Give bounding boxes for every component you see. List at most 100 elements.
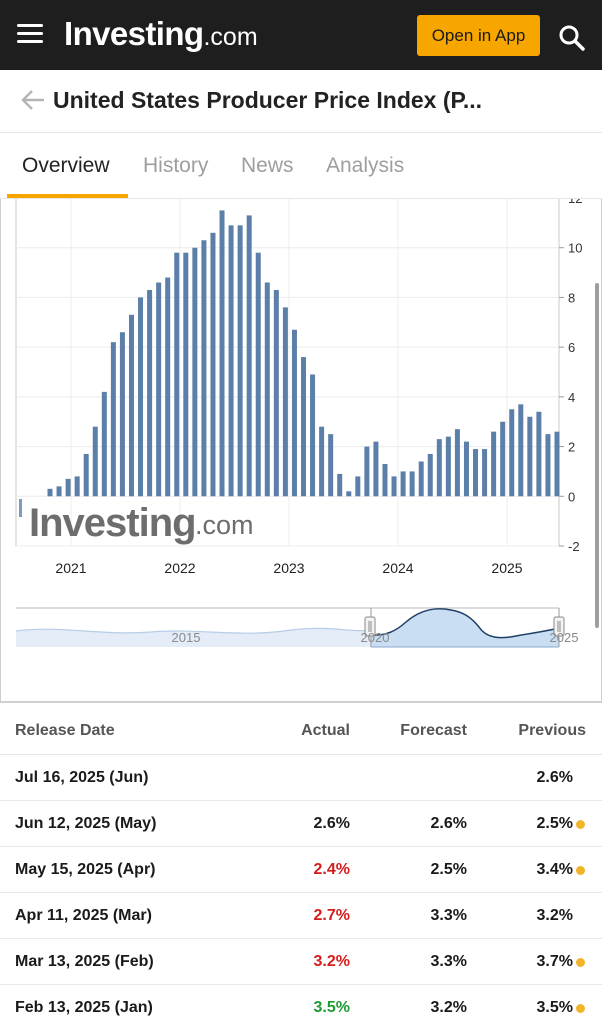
header-release-date[interactable]: Release Date (15, 722, 115, 739)
chart-bar[interactable] (527, 416, 533, 497)
chart-bar[interactable] (391, 476, 397, 497)
release-date-cell: Feb 13, 2025 (Jan) (15, 999, 153, 1016)
chart-bar[interactable] (110, 342, 116, 497)
chart-bar[interactable] (409, 471, 415, 497)
header-actual[interactable]: Actual (301, 722, 350, 739)
tab-history[interactable]: History (143, 154, 209, 177)
navigator-selected-line (370, 608, 560, 639)
chart-bar[interactable] (92, 426, 98, 497)
chart-bar[interactable] (201, 240, 207, 497)
chart-bar[interactable] (545, 434, 551, 497)
chart-bar[interactable] (445, 436, 451, 497)
chart-bar[interactable] (319, 426, 325, 497)
chart-bar[interactable] (337, 473, 343, 497)
chart-bar[interactable] (165, 277, 171, 497)
chart-bar[interactable] (518, 404, 524, 497)
chart-bar[interactable] (382, 463, 388, 497)
chart-bar[interactable] (491, 431, 497, 497)
navigator-handle-icon[interactable] (553, 616, 565, 637)
table-row[interactable]: May 15, 2025 (Apr) 2.4% 2.5% 3.4% (0, 847, 602, 893)
chart-bar[interactable] (65, 478, 71, 497)
chart-bar[interactable] (138, 297, 144, 497)
table-row[interactable]: Mar 13, 2025 (Feb) 3.2% 3.3% 3.7% (0, 939, 602, 985)
chart-bar[interactable] (355, 476, 361, 497)
chart-bar[interactable] (264, 282, 270, 497)
chart-bar[interactable] (373, 441, 379, 497)
chart-bar[interactable] (228, 225, 234, 497)
x-tick-label: 2025 (491, 560, 522, 576)
chart-bar[interactable] (147, 289, 153, 497)
chart-bar[interactable] (291, 329, 297, 497)
chart-bar[interactable] (418, 461, 424, 497)
navigator-year-label: 2015 (172, 630, 201, 645)
chart-bar[interactable] (128, 314, 134, 497)
chart-bar[interactable] (282, 307, 288, 497)
chart-bar[interactable] (119, 332, 125, 497)
menu-icon[interactable] (17, 24, 43, 44)
table-row[interactable]: Jul 16, 2025 (Jun) 2.6% (0, 755, 602, 801)
table-body: Jul 16, 2025 (Jun) 2.6% Jun 12, 2025 (May)… (0, 755, 602, 1024)
tab-analysis[interactable]: Analysis (326, 154, 405, 177)
chart-bar[interactable] (463, 441, 469, 497)
chart-bar[interactable] (554, 431, 560, 497)
open-in-app-button[interactable]: Open in App (417, 15, 540, 56)
y-tick-label: 2 (568, 440, 575, 455)
chart-bar[interactable] (500, 421, 506, 497)
chart-bar[interactable] (509, 409, 515, 497)
table-row[interactable]: Jun 12, 2025 (May) 2.6% 2.6% 2.5% (0, 801, 602, 847)
actual-cell: 2.4% (313, 861, 350, 878)
chart-bar[interactable] (364, 446, 370, 497)
forecast-cell: 3.3% (430, 953, 467, 970)
tab-news[interactable]: News (241, 154, 294, 177)
navigator-year-label: 2020 (361, 630, 390, 645)
navigator-handle-icon[interactable] (364, 616, 376, 637)
chart-bar[interactable] (436, 439, 442, 497)
chart-bar[interactable] (454, 429, 460, 497)
chart-bar[interactable] (310, 374, 316, 497)
chart-bar[interactable] (237, 225, 243, 497)
logo-text: Investing (64, 15, 204, 52)
chart-panel: 12 10 8 6 4 2 0 -2 2021 2022 2023 2024 2025 Investing… (0, 199, 602, 703)
navigator-history-area (16, 628, 371, 647)
chart-bar[interactable] (174, 252, 180, 497)
chart-bar[interactable] (74, 476, 80, 497)
chart-bar[interactable] (536, 411, 542, 497)
navigator-history-line (15, 627, 372, 634)
actual-cell: 3.2% (313, 953, 350, 970)
chart-bar[interactable] (47, 488, 53, 497)
chart-bar[interactable] (328, 434, 334, 497)
chart-bar[interactable] (192, 247, 198, 497)
y-tick-label: 0 (568, 489, 575, 504)
chart-bar[interactable] (210, 232, 216, 497)
scrollbar-thumb[interactable] (595, 283, 599, 628)
chart-bar[interactable] (301, 357, 306, 497)
chart-bar[interactable] (482, 449, 488, 497)
investing-logo[interactable]: Investing.com (64, 15, 258, 53)
back-arrow-icon[interactable] (20, 87, 46, 113)
y-tick-label: 10 (568, 241, 582, 256)
chart-bar[interactable] (346, 491, 352, 497)
chart-bar[interactable] (183, 252, 189, 497)
chart-bar[interactable] (255, 252, 261, 497)
header-forecast[interactable]: Forecast (400, 722, 467, 739)
preliminary-dot-icon (576, 866, 585, 875)
chart-bar[interactable] (246, 215, 252, 497)
header-previous[interactable]: Previous (518, 722, 586, 739)
search-icon[interactable] (558, 24, 586, 52)
chart-bar[interactable] (427, 454, 433, 497)
chart-bar[interactable] (273, 289, 279, 497)
table-row[interactable]: Apr 11, 2025 (Mar) 2.7% 3.3% 3.2% (0, 893, 602, 939)
chart-bar[interactable] (56, 486, 62, 497)
ppi-bar-chart[interactable]: 12 10 8 6 4 2 0 -2 2021 2022 2023 2024 2025 Investing… (1, 199, 602, 703)
tab-overview[interactable]: Overview (22, 154, 110, 177)
navigator-year-label: 2025 (550, 630, 579, 645)
release-date-cell: Apr 11, 2025 (Mar) (15, 907, 152, 924)
chart-bar[interactable] (156, 282, 162, 497)
chart-bar[interactable] (400, 471, 406, 497)
table-row[interactable]: Feb 13, 2025 (Jan) 3.5% 3.2% 3.5% (0, 985, 602, 1024)
chart-bar[interactable] (83, 454, 89, 497)
chart-bar[interactable] (219, 210, 225, 497)
range-navigator[interactable]: 2015 2020 2025 (15, 607, 579, 648)
chart-bar[interactable] (473, 449, 479, 497)
chart-bar[interactable] (101, 391, 107, 497)
